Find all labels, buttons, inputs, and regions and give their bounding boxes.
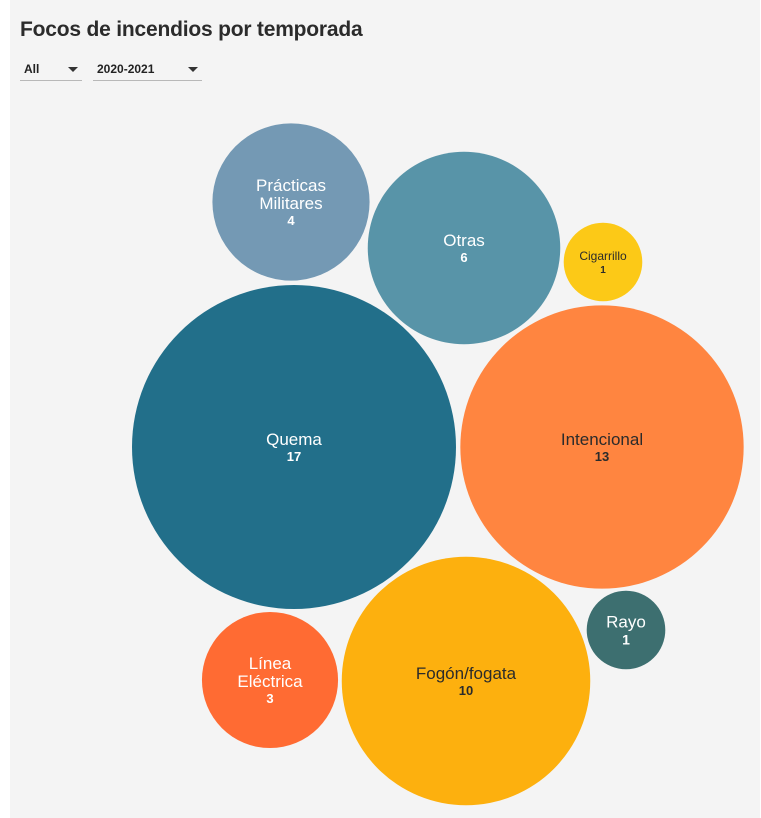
bubble-value: 17	[287, 449, 301, 464]
bubble-label: Quema	[266, 430, 322, 449]
bubble-circle[interactable]	[460, 305, 744, 589]
bubble-circle[interactable]	[563, 222, 643, 302]
bubble-label: Otras	[443, 231, 485, 250]
bubble-value: 3	[266, 691, 273, 706]
bubble-circle[interactable]	[586, 590, 666, 670]
bubble-label: Cigarrillo	[579, 249, 627, 263]
bubble-value: 1	[622, 632, 630, 648]
bubble-circle[interactable]	[367, 151, 561, 345]
bubble-value: 1	[600, 265, 606, 276]
bubble-label: Militares	[259, 194, 322, 213]
bubble-cigarrillo[interactable]: Cigarrillo 1	[563, 222, 643, 302]
bubble-value: 6	[460, 250, 467, 265]
filter-value: 2020-2021	[97, 62, 155, 76]
chevron-down-icon	[188, 67, 198, 72]
bubble-label: Fogón/fogata	[416, 664, 517, 683]
bubble-circle[interactable]	[212, 123, 370, 281]
bubble-value: 13	[595, 449, 609, 464]
bubble-value: 10	[459, 683, 473, 698]
filter-dropdown-type[interactable]: All	[20, 58, 82, 81]
filter-value: All	[24, 62, 40, 76]
bubble-label: Eléctrica	[237, 672, 303, 691]
bubble-label: Rayo	[606, 613, 646, 632]
bubble-circle[interactable]	[341, 556, 591, 806]
bubble-label: Línea	[249, 654, 292, 673]
chart-title: Focos de incendios por temporada	[20, 18, 363, 41]
filter-dropdown-season[interactable]: 2020-2021	[93, 58, 202, 81]
chevron-down-icon	[68, 67, 78, 72]
bubble-value: 4	[287, 213, 295, 228]
bubble-circle[interactable]	[132, 285, 456, 609]
bubble-label: Prácticas	[256, 176, 326, 195]
bubble-label: Intencional	[561, 430, 643, 449]
bubble-circle[interactable]	[201, 611, 339, 749]
